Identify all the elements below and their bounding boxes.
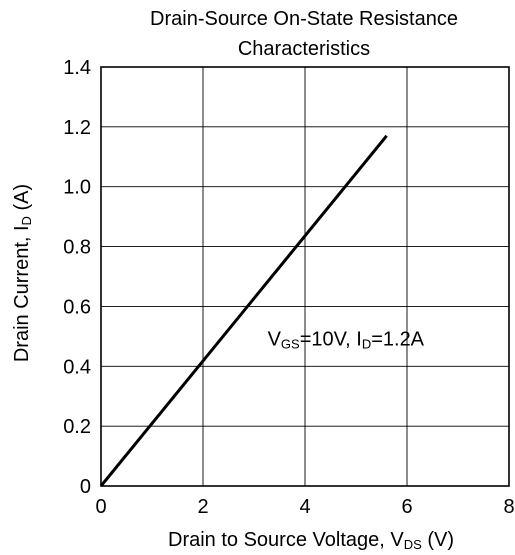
- x-tick-label: 0: [95, 496, 106, 518]
- x-tick-label: 8: [503, 496, 514, 518]
- y-axis-label-suffix: (A): [11, 184, 33, 216]
- y-axis-label-sub: D: [19, 216, 34, 225]
- y-tick-label: 1.2: [63, 117, 91, 139]
- y-tick-label: 1.4: [63, 57, 91, 79]
- grid: [100, 66, 510, 487]
- y-axis-label-main: Drain Current, I: [11, 225, 33, 362]
- annotation-subscript: GS: [281, 336, 300, 351]
- x-tick-label: 6: [401, 496, 412, 518]
- y-axis-label: Drain Current, ID (A): [11, 184, 34, 362]
- y-tick-label: 1.0: [63, 177, 91, 199]
- chart-title-line-1: Drain-Source On-State Resistance: [150, 8, 458, 30]
- annotation-text: =10V, I: [300, 328, 362, 350]
- plot-frame: [100, 66, 510, 487]
- x-axis-label-sub: DS: [404, 537, 422, 552]
- tick-labels: 0 2 4 6 8 0 0.2 0.4 0.6 0.8 1.0 1.2 1.4: [63, 57, 514, 518]
- annotation-subscript: D: [362, 336, 371, 351]
- x-axis-label-suffix: (V): [422, 529, 454, 551]
- y-tick-label: 0: [80, 476, 91, 498]
- annotation-text: V: [268, 328, 282, 350]
- y-tick-label: 0.4: [63, 356, 91, 378]
- y-tick-label: 0.6: [63, 296, 91, 318]
- y-tick-label: 0.8: [63, 237, 91, 259]
- y-tick-label: 0.2: [63, 416, 91, 438]
- annotation-text: =1.2A: [371, 328, 424, 350]
- x-axis-label: Drain to Source Voltage, VDS (V): [168, 529, 454, 552]
- x-tick-label: 4: [299, 496, 310, 518]
- annotation: VGS=10V, ID=1.2A: [268, 328, 425, 351]
- series-group: [99, 134, 388, 487]
- chart-title-line-2: Characteristics: [238, 38, 370, 60]
- x-tick-label: 2: [197, 496, 208, 518]
- series-line: [99, 134, 388, 487]
- x-axis-label-main: Drain to Source Voltage, V: [168, 529, 404, 551]
